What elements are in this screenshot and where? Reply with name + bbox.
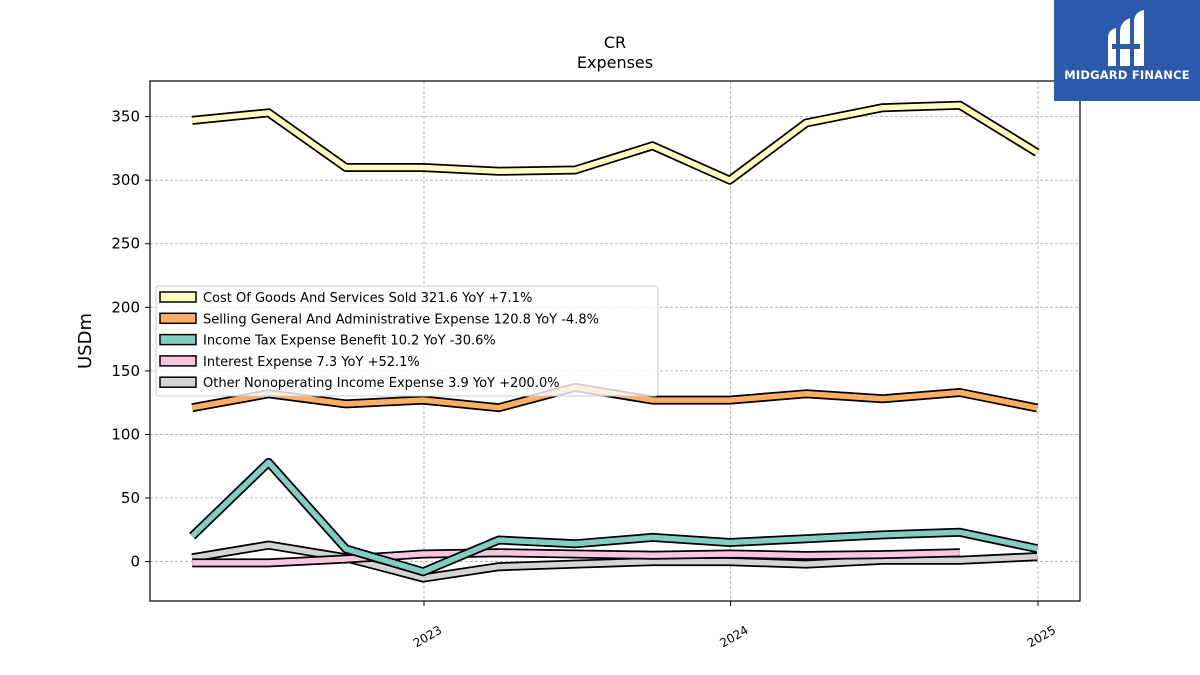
y-axis: 0 50 100 150 200 250 300 350 (111, 108, 150, 571)
y-axis-label: USDm (75, 313, 96, 369)
legend-swatch (159, 312, 197, 325)
legend-entry: Interest Expense 7.3 YoY +52.1% (203, 355, 420, 370)
legend-entry: Selling General And Administrative Expen… (203, 312, 599, 327)
legend-entry: Income Tax Expense Benefit 10.2 YoY -30.… (203, 334, 496, 349)
y-tick-label: 200 (111, 298, 140, 316)
series-line (191, 102, 1039, 183)
x-tick-label: 2024 (717, 623, 750, 650)
y-tick-label: 250 (111, 235, 140, 253)
logo-text: MIDGARD FINANCE (1064, 68, 1190, 82)
y-tick-label: 150 (111, 362, 140, 380)
legend-swatch (159, 333, 197, 346)
legend-entry: Other Nonoperating Income Expense 3.9 Yo… (203, 376, 560, 391)
x-axis: 2023 2024 2025 (411, 601, 1058, 650)
legend-swatch (159, 355, 197, 367)
logo-mark-icon (1108, 10, 1144, 66)
y-tick-label: 50 (121, 489, 140, 507)
brand-logo: MIDGARD FINANCE (1054, 0, 1200, 101)
series-line (190, 459, 1038, 575)
y-tick-label: 0 (130, 553, 140, 571)
legend-swatch (159, 291, 197, 303)
chart-subtitle: Expenses (577, 53, 653, 72)
legend-entry: Cost Of Goods And Services Sold 321.6 Yo… (203, 291, 532, 306)
series-line (192, 549, 960, 566)
legend: Cost Of Goods And Services Sold 321.6 Yo… (155, 285, 659, 397)
y-tick-label: 300 (111, 171, 140, 189)
chart-title: CR (604, 33, 626, 52)
legend-box (155, 285, 659, 397)
y-tick-label: 100 (111, 425, 140, 443)
plot-frame (149, 80, 1081, 602)
x-tick-label: 2025 (1025, 623, 1058, 650)
x-tick-label: 2023 (411, 623, 444, 650)
y-tick-label: 350 (111, 108, 140, 126)
legend-swatch (159, 376, 197, 388)
